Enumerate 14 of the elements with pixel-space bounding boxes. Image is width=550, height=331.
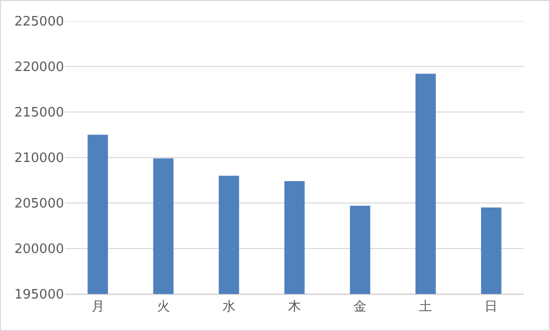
y-tick-label: 210000	[14, 151, 64, 166]
x-tick-label: 水	[222, 300, 236, 315]
x-tick-label: 日	[484, 300, 498, 315]
y-tick-label: 220000	[14, 60, 64, 76]
x-tick-label: 土	[419, 300, 432, 315]
y-tick-label: 225000	[14, 14, 64, 30]
y-tick-label: 195000	[14, 288, 64, 303]
x-tick-label: 金	[354, 300, 367, 315]
y-tick-label: 215000	[14, 106, 64, 121]
x-tick-label: 月	[91, 300, 104, 315]
x-tick-label: 火	[156, 300, 170, 315]
y-tick-label: 205000	[14, 196, 64, 212]
y-tick-label: 200000	[14, 242, 64, 258]
x-tick-label: 木	[288, 300, 301, 315]
